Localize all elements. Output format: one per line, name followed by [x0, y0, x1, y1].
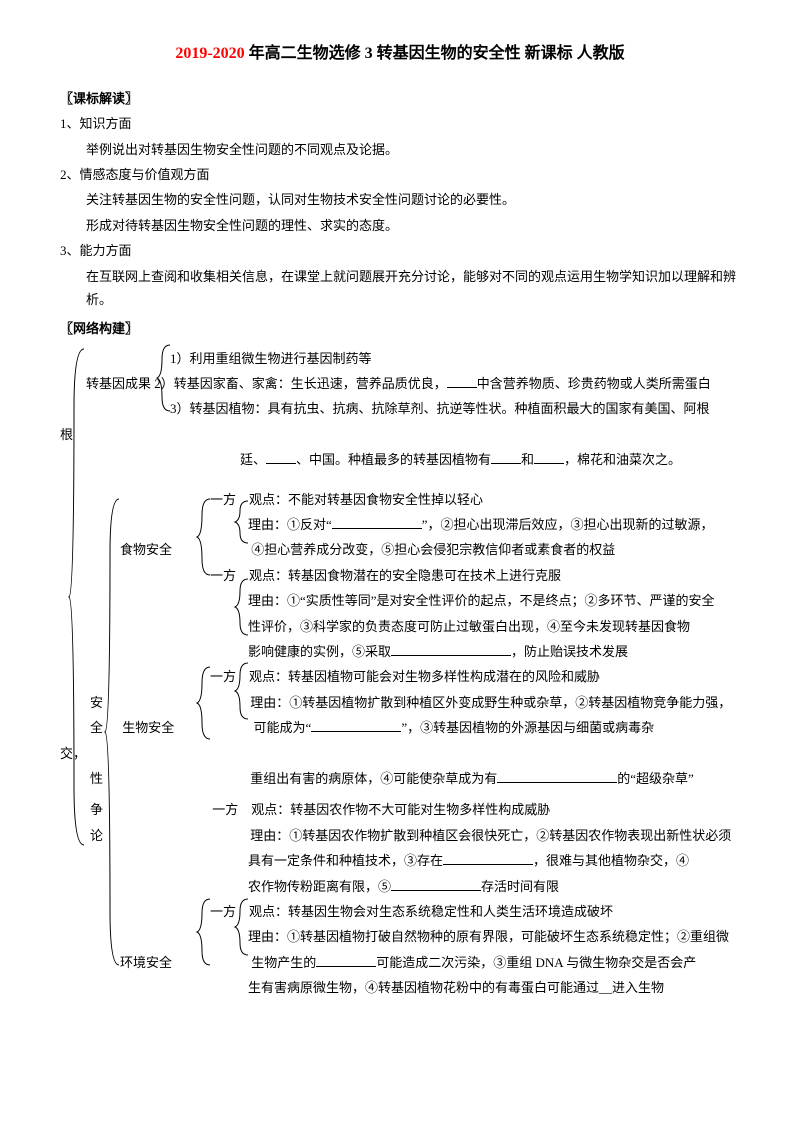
blank	[443, 851, 533, 865]
a3post: ，棉花和油菜次之。	[564, 452, 681, 467]
blank	[332, 515, 422, 529]
ach-label: 转基因成果	[86, 376, 151, 391]
food-r2b: 性评价，③科学家的负责态度可防止过敏蛋白出现，④至今未发现转基因食物	[60, 615, 740, 638]
s1-item2a: 关注转基因生物的安全性问题，认同对生物技术安全性问题讨论的必要性。	[60, 188, 740, 211]
a3m2: 、中国。种植最多的转基因植物有	[296, 452, 491, 467]
title-year: 2019-2020	[175, 45, 244, 62]
bv2: 一方 观点：转基因农作物不大可能对生物多样性构成威胁	[106, 802, 550, 817]
left-lun: 论	[90, 828, 103, 843]
a3m1: 廷、	[240, 452, 266, 467]
food-r1a: 理由：①反对“ ”，②担心出现滞后效应，③担心出现新的过敏源，	[60, 513, 740, 536]
br2a: 理由：①转基因农作物扩散到种植区会很快死亡，②转基因农作物表现出新性状必须	[106, 828, 731, 843]
er1bpost: 可能造成二次污染，③重组 DNA 与微生物杂交是否会产	[376, 955, 696, 970]
env-r1a: 理由：①转基因植物打破自然物种的原有界限，可能破坏生态系统稳定性；②重组微	[60, 925, 740, 948]
s1-item3a: 在互联网上查阅和收集相关信息，在课堂上就问题展开充分讨论，能够对不同的观点运用生…	[60, 265, 740, 312]
title-rest: 年高二生物选修 3 转基因生物的安全性 新课标 人教版	[245, 45, 625, 62]
section2-head: 〖网络构建〗	[60, 317, 740, 340]
br2cpre: 农作物传粉距离有限，⑤	[248, 879, 391, 894]
food-label-row: 食物安全 ④担心营养成分改变，⑤担心会侵犯宗教信仰者或素食者的权益	[60, 538, 740, 561]
blank	[316, 953, 376, 967]
food-v2: 一方 观点：转基因食物潜在的安全隐患可在技术上进行克服	[60, 564, 740, 587]
br2bpost: ，很难与其他植物杂交，④	[533, 853, 689, 868]
network-diagram: 1）利用重组微生物进行基因制药等 转基因成果 2）转基因家畜、家禽：生长迅速，营…	[60, 347, 740, 1000]
blank	[497, 769, 617, 783]
left-quan: 全	[90, 720, 103, 735]
ach-3-gen: 根	[60, 423, 740, 446]
fr1b: ”，②担心出现滞后效应，③担心出现新的过敏源，	[422, 517, 714, 532]
s1-item2: 2、情感态度与价值观方面	[60, 163, 740, 186]
left-cross: 交，	[60, 742, 740, 765]
page-title: 2019-2020 年高二生物选修 3 转基因生物的安全性 新课标 人教版	[60, 40, 740, 69]
s1-item3: 3、能力方面	[60, 239, 740, 262]
fr2cpost: ，防止贻误技术发展	[511, 644, 628, 659]
s1-item1: 1、知识方面	[60, 112, 740, 135]
br2bpre: 具有一定条件和种植技术，③存在	[248, 853, 443, 868]
bio-r2b: 具有一定条件和种植技术，③存在 ，很难与其他植物杂交，④	[60, 849, 740, 872]
brace-icon	[234, 577, 250, 637]
brace-icon	[234, 897, 250, 957]
food-label: 食物安全	[120, 542, 172, 557]
br2cpost: 存活时间有限	[481, 879, 559, 894]
brace-icon	[196, 897, 212, 967]
blank	[266, 450, 296, 464]
bio-label-row: 全 生物安全 可能成为“”，③转基因植物的外源基因与细菌或病毒杂	[60, 716, 740, 739]
s1-item2b: 形成对待转基因生物安全性问题的理性、求实的态度。	[60, 214, 740, 237]
s1-item1a: 举例说出对转基因生物安全性问题的不同观点及论据。	[60, 138, 740, 161]
bio-r2c: 农作物传粉距离有限，⑤ 存活时间有限	[60, 875, 740, 898]
blank	[391, 877, 481, 891]
fr1a: 理由：①反对“	[248, 517, 332, 532]
ach-2-post: 中含营养物质、珍贵药物或人类所需蛋白	[477, 376, 711, 391]
env-v1: 一方 观点：转基因生物会对生态系统稳定性和人类生活环境造成破坏	[60, 900, 740, 923]
env-label: 环境安全	[120, 955, 172, 970]
blank	[311, 718, 401, 732]
env-r1c: 生有害病原微生物，④转基因植物花粉中的有毒蛋白可能通过__进入生物	[60, 976, 740, 999]
blank	[534, 450, 564, 464]
br1cpost: 的“超级杂草”	[617, 771, 694, 786]
section1-head: 〖课标解读〗	[60, 87, 740, 110]
food-r2a: 理由：①“实质性等同”是对安全性评价的起点，不是终点；②多环节、严谨的安全	[60, 589, 740, 612]
left-an: 安	[90, 695, 103, 710]
brace-icon	[104, 497, 122, 967]
brace-icon	[234, 499, 250, 545]
food-v1: 一方 观点：不能对转基因食物安全性掉以轻心	[60, 488, 740, 511]
left-xing: 性	[90, 771, 103, 786]
food-r2c: 影响健康的实例，⑤采取 ，防止贻误技术发展	[60, 640, 740, 663]
brace-icon	[156, 343, 172, 413]
bio-v1: 一方 观点：转基因植物可能会对生物多样性构成潜在的风险和威胁	[60, 665, 740, 688]
br1bpost: ”，③转基因植物的外源基因与细菌或病毒杂	[401, 720, 654, 735]
br1cpre: 重组出有害的病原体，④可能使杂草成为有	[106, 771, 497, 786]
bio-r1c-row: 性 重组出有害的病原体，④可能使杂草成为有 的“超级杂草”	[60, 767, 740, 790]
ach-2-pre: 2）转基因家畜、家禽：生长迅速，营养品质优良，	[154, 376, 447, 391]
env-label-row: 环境安全 生物产生的可能造成二次污染，③重组 DNA 与微生物杂交是否会产	[60, 951, 740, 974]
bio-r1a-row: 安 理由：①转基因植物扩散到种植区外变成野生种或杂草，②转基因植物竞争能力强，	[60, 691, 740, 714]
blank	[491, 450, 521, 464]
fr2cpre: 影响健康的实例，⑤采取	[248, 644, 391, 659]
brace-icon	[68, 347, 88, 847]
brace-icon	[196, 665, 212, 741]
ach-3b: 廷、 、中国。种植最多的转基因植物有 和 ，棉花和油菜次之。	[60, 448, 740, 471]
bio-r2a-row: 论 理由：①转基因农作物扩散到种植区会很快死亡，②转基因农作物表现出新性状必须	[60, 824, 740, 847]
bio-v2-row: 争 一方 观点：转基因农作物不大可能对生物多样性构成威胁	[60, 798, 740, 821]
a3m3: 和	[521, 452, 534, 467]
blank	[447, 374, 477, 388]
blank	[391, 642, 511, 656]
brace-icon	[234, 661, 250, 721]
left-zheng: 争	[90, 802, 103, 817]
brace-icon	[196, 497, 212, 577]
